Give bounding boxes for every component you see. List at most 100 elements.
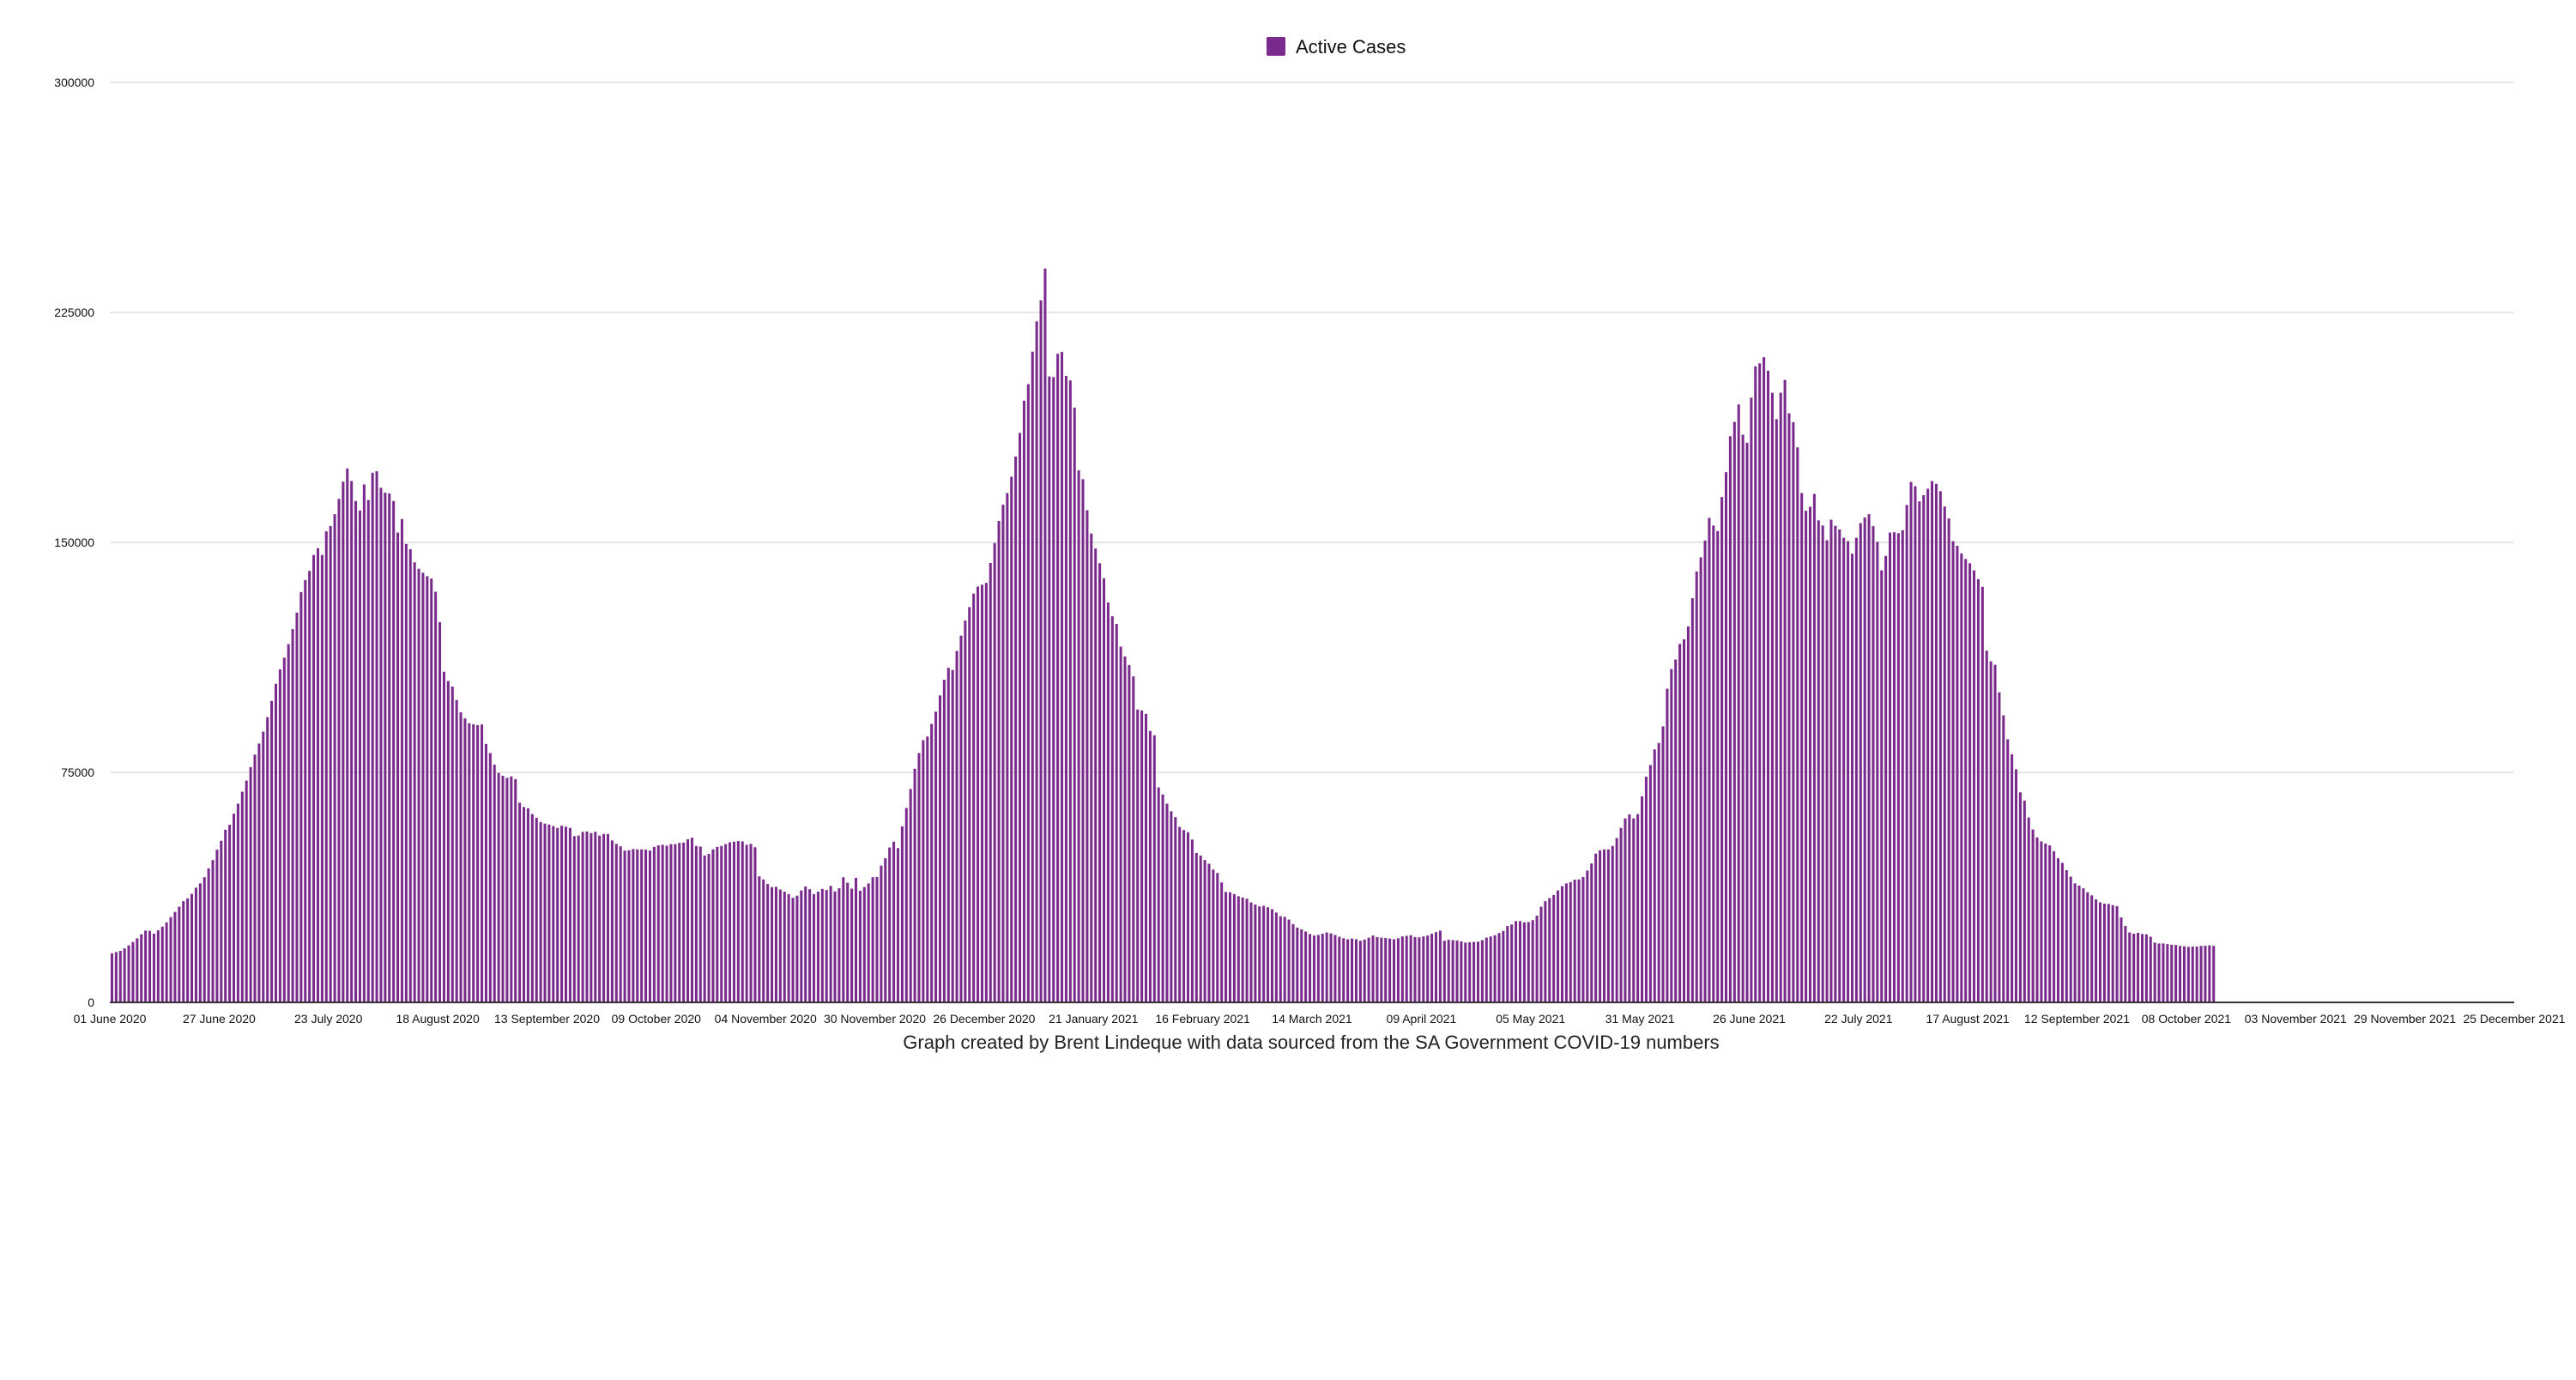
bar (652, 846, 656, 1002)
bar (1090, 533, 1093, 1002)
bar (1880, 570, 1884, 1002)
bar (136, 938, 139, 1002)
bar (577, 835, 580, 1002)
bar (329, 526, 332, 1002)
bar (1527, 922, 1530, 1002)
bar (698, 846, 702, 1002)
bar (896, 848, 900, 1002)
bar (1889, 532, 1892, 1002)
bar (337, 499, 341, 1002)
bar (686, 838, 690, 1002)
bar (1241, 897, 1244, 1002)
bar (1329, 933, 1333, 1002)
bar (2023, 800, 2026, 1002)
bar (1522, 922, 1526, 1002)
bar (2031, 829, 2035, 1002)
bar (526, 808, 529, 1002)
bar (572, 836, 576, 1002)
bar (350, 481, 354, 1002)
bar (459, 711, 463, 1002)
bar (1661, 726, 1665, 1002)
bar (539, 821, 542, 1002)
bar (1073, 408, 1076, 1002)
bar (1728, 436, 1732, 1002)
bar (1515, 921, 1518, 1002)
bar (1896, 533, 1900, 1002)
bar (1203, 860, 1206, 1002)
bar (606, 833, 610, 1002)
bar (118, 950, 122, 1002)
bar (972, 593, 976, 1002)
bar (858, 890, 862, 1002)
bar (270, 700, 274, 1002)
bar (816, 892, 819, 1002)
bar (678, 843, 681, 1002)
bar (1186, 832, 1190, 1002)
bar (1615, 838, 1618, 1002)
bar (299, 591, 303, 1002)
bar (846, 882, 850, 1002)
bar (1644, 777, 1648, 1002)
bar (1148, 730, 1152, 1002)
bar (1964, 559, 1968, 1002)
bar (1581, 876, 1585, 1002)
bar (980, 584, 983, 1002)
bar (1716, 530, 1720, 1002)
bar (2186, 947, 2190, 1002)
bar (791, 898, 795, 1002)
bar (2137, 932, 2140, 1002)
bar (1194, 852, 1198, 1002)
bar (1909, 481, 1913, 1002)
bar (2204, 945, 2207, 1002)
bar (1396, 938, 1400, 1002)
bar (1333, 935, 1337, 1002)
bar (946, 668, 950, 1002)
bar (938, 695, 941, 1002)
bar (1632, 818, 1636, 1002)
bar (602, 833, 606, 1002)
bar (375, 471, 378, 1002)
bar (408, 548, 412, 1002)
bar (1951, 541, 1955, 1002)
bar (1829, 519, 1833, 1002)
bar (632, 849, 635, 1002)
bar (1602, 849, 1605, 1002)
bar (1754, 366, 1757, 1002)
bar (1901, 530, 1904, 1002)
bar (598, 835, 602, 1002)
bar (1750, 397, 1753, 1003)
bar (581, 832, 584, 1002)
bar (669, 844, 673, 1002)
bar (959, 635, 963, 1002)
bar (795, 895, 799, 1002)
bar (1409, 935, 1412, 1002)
bar (556, 827, 559, 1002)
bar (1796, 447, 1799, 1002)
bar (1430, 933, 1434, 1002)
bar (2086, 892, 2089, 1002)
x-tick-label: 26 December 2020 (933, 1012, 1035, 1026)
x-tick-label: 21 January 2021 (1049, 1012, 1139, 1026)
bar (1674, 659, 1678, 1002)
bar (1132, 676, 1135, 1002)
bar (2015, 769, 2018, 1002)
bar (1678, 644, 1682, 1002)
bar (1535, 915, 1539, 1002)
bar (1720, 497, 1724, 1002)
bar (1485, 937, 1488, 1002)
bar (379, 487, 383, 1002)
x-tick-label: 23 July 2020 (294, 1012, 363, 1026)
bar (417, 568, 420, 1002)
x-tick-label: 22 July 2021 (1824, 1012, 1893, 1026)
bar (1212, 869, 1215, 1002)
y-tick-label: 225000 (54, 306, 94, 319)
bar (942, 680, 946, 1002)
bar (1338, 936, 1341, 1002)
x-tick-label: 13 September 2020 (494, 1012, 600, 1026)
legend[interactable]: Active Cases (1267, 36, 1406, 58)
bar (1182, 830, 1186, 1002)
bar (236, 803, 239, 1002)
bar (729, 842, 732, 1002)
bar (257, 743, 261, 1002)
bar (1569, 881, 1572, 1002)
